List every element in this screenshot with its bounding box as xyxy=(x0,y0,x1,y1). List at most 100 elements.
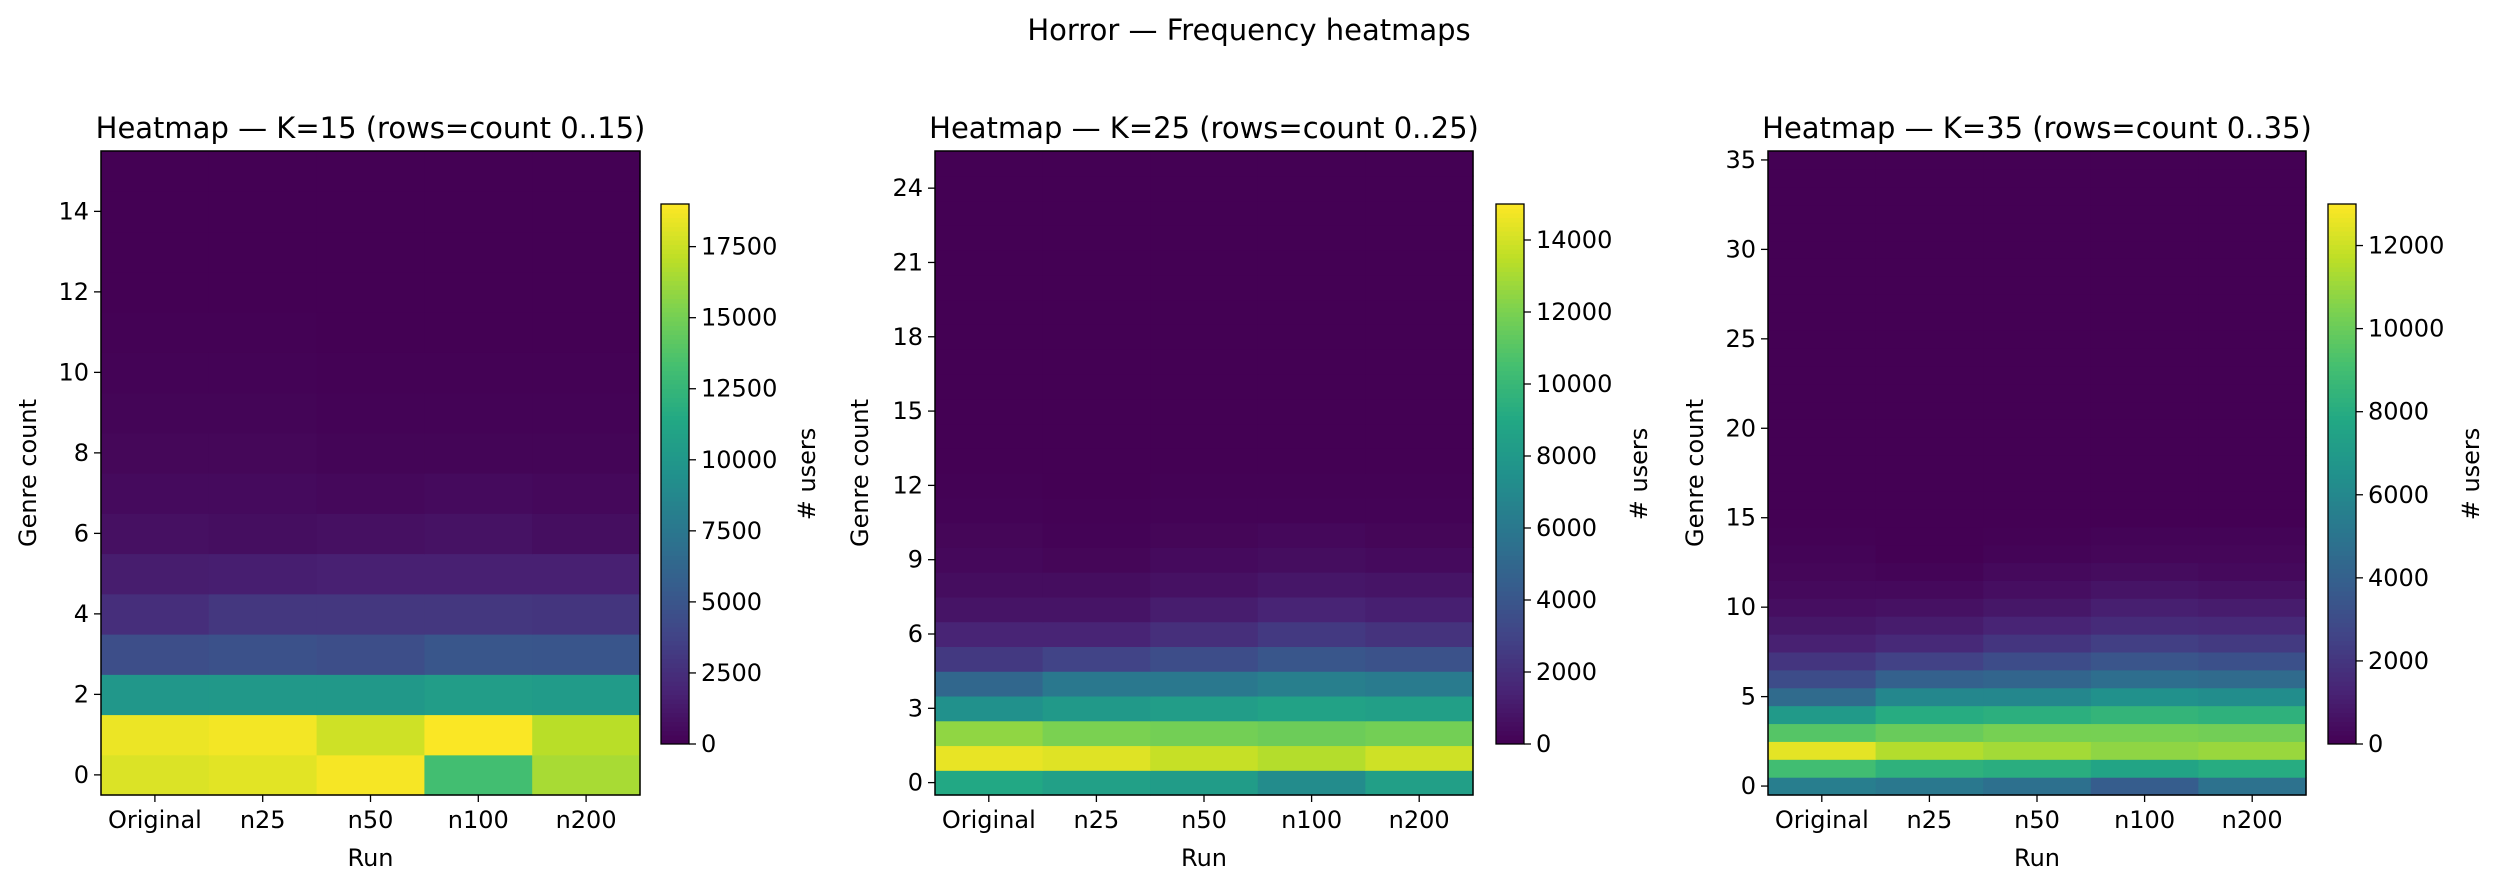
colorbar-band xyxy=(661,676,689,682)
colorbar-band xyxy=(2328,717,2356,722)
heatmap-cell xyxy=(1768,401,1877,420)
heatmap-cell xyxy=(1768,312,1877,331)
colorbar-band xyxy=(1496,433,1524,439)
colorbar-band xyxy=(1496,528,1524,533)
colorbar-band xyxy=(661,213,689,218)
heatmap-cell xyxy=(1042,695,1151,722)
colorbar-band xyxy=(1496,523,1524,529)
y-tick-label: 9 xyxy=(908,546,923,574)
colorbar-band xyxy=(1496,294,1524,299)
y-axis-label: Genre count xyxy=(1681,399,1709,547)
colorbar-band xyxy=(2328,303,2356,308)
colorbar-band xyxy=(1496,397,1524,403)
colorbar-band xyxy=(1496,231,1524,236)
heatmap-cell xyxy=(2090,276,2199,295)
colorbar-band xyxy=(1496,330,1524,335)
heatmap-cell xyxy=(1042,274,1151,301)
heatmap-cell xyxy=(1365,522,1474,548)
heatmap-cell xyxy=(1983,186,2092,206)
colorbar-band xyxy=(661,564,689,569)
colorbar-band xyxy=(1496,658,1524,664)
heatmap-cell xyxy=(1983,347,2092,367)
heatmap-cell xyxy=(1768,347,1877,367)
colorbar-band xyxy=(661,321,689,326)
colorbar-band xyxy=(1496,316,1524,322)
heatmap-cell xyxy=(1875,705,1984,725)
heatmap-cell xyxy=(1042,473,1151,499)
colorbar-band xyxy=(661,429,689,434)
heatmap-cell xyxy=(1768,365,1877,385)
colorbar-band xyxy=(661,595,689,601)
heatmap-cell xyxy=(2090,741,2199,760)
heatmap-cell xyxy=(2198,186,2307,206)
x-tick-label: Original xyxy=(108,806,202,834)
colorbar-band xyxy=(2328,285,2356,290)
heatmap-cell xyxy=(2090,258,2199,277)
heatmap-cell xyxy=(424,231,533,273)
x-tick-label: n50 xyxy=(1181,806,1227,834)
colorbar-band xyxy=(2328,415,2356,421)
colorbar-band xyxy=(661,685,689,691)
colorbar-band xyxy=(661,393,689,398)
heatmap-cell xyxy=(1983,258,2092,277)
colorbar-band xyxy=(2328,217,2356,223)
heatmap-cell xyxy=(532,754,641,796)
heatmap-cell xyxy=(1875,598,1984,617)
colorbar-band xyxy=(2328,451,2356,457)
heatmap-cell xyxy=(424,473,533,514)
heatmap-cell xyxy=(1150,225,1259,251)
heatmap-cell xyxy=(2090,490,2199,510)
heatmap-cell xyxy=(1042,398,1151,425)
colorbar-band xyxy=(2328,388,2356,394)
colorbar-band xyxy=(661,591,689,596)
heatmap-cell xyxy=(1983,276,2092,295)
heatmap-cell xyxy=(1150,151,1259,177)
heatmap-cell xyxy=(935,720,1044,747)
colorbar-band xyxy=(2328,469,2356,475)
colorbar-band xyxy=(1496,469,1524,475)
colorbar-band xyxy=(1496,298,1524,304)
heatmap-cell xyxy=(424,352,533,394)
y-tick-label: 0 xyxy=(1741,772,1756,800)
heatmap-cell xyxy=(1983,312,2092,331)
heatmap-cell xyxy=(1150,671,1259,697)
colorbar-band xyxy=(2328,730,2356,736)
colorbar-band xyxy=(1496,685,1524,691)
colorbar-band xyxy=(1496,694,1524,700)
colorbar-band xyxy=(661,249,689,254)
colorbar-band xyxy=(661,339,689,344)
colorbar-band xyxy=(1496,721,1524,727)
heatmap-cell xyxy=(1150,720,1259,747)
colorbar-band xyxy=(2328,654,2356,659)
colorbar-label: # users xyxy=(2457,428,2485,521)
colorbar-band xyxy=(2328,658,2356,664)
colorbar-band xyxy=(661,361,689,367)
colorbar-band xyxy=(661,424,689,430)
colorbar-band xyxy=(2328,708,2356,713)
colorbar-band xyxy=(2328,559,2356,565)
y-tick-label: 35 xyxy=(1725,146,1756,174)
heatmap-cell xyxy=(1150,497,1259,524)
heatmap-cell xyxy=(424,312,533,353)
heatmap-cell xyxy=(2198,312,2307,331)
heatmap-cell xyxy=(1983,616,2092,635)
colorbar-band xyxy=(661,312,689,317)
colorbar-band xyxy=(661,523,689,529)
colorbar-tick-label: 12000 xyxy=(1536,298,1612,326)
colorbar-tick-label: 10000 xyxy=(2368,315,2444,343)
colorbar-band xyxy=(2328,240,2356,245)
heatmap-cell xyxy=(1875,562,1984,581)
heatmap-cell xyxy=(1768,759,1877,778)
heatmap-cell xyxy=(101,191,210,233)
heatmap-cell xyxy=(1983,634,2092,653)
colorbar-label: # users xyxy=(1625,428,1653,521)
colorbar-band xyxy=(661,375,689,380)
colorbar-band xyxy=(1496,249,1524,254)
colorbar-band xyxy=(661,622,689,628)
x-tick-label: n100 xyxy=(2114,806,2175,834)
colorbar-band xyxy=(1496,312,1524,317)
colorbar-band xyxy=(1496,352,1524,358)
heatmap-cell xyxy=(2090,455,2199,474)
heatmap-cell xyxy=(1257,225,1366,251)
heatmap-cell xyxy=(935,299,1044,325)
